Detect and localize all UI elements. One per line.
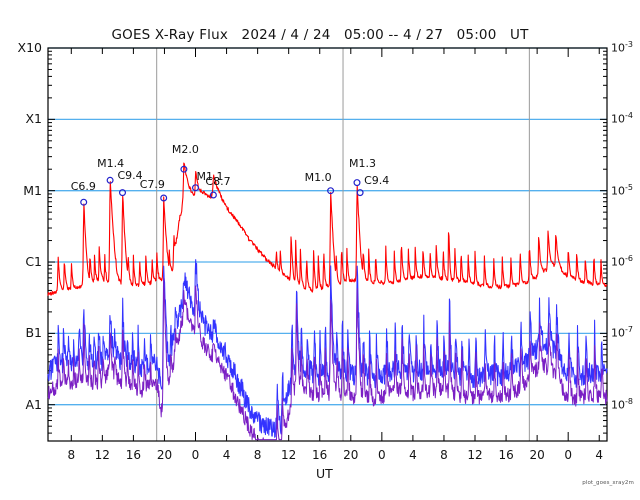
flare-label-m1-0-7: M1.0 xyxy=(304,170,332,184)
y-axis-exponent: -7 xyxy=(625,325,633,335)
flare-marker xyxy=(180,165,188,173)
y-axis-label-left-x10: X10 xyxy=(17,40,42,55)
x-axis-title: UT xyxy=(316,466,333,481)
x-axis-tick-label: 20 xyxy=(156,448,173,462)
flare-label-m1-3-8: M1.3 xyxy=(349,156,376,170)
x-axis-tick-label: 12 xyxy=(94,448,110,462)
flare-marker xyxy=(209,191,217,199)
x-axis-tick-label: 20 xyxy=(529,448,545,462)
y-axis-label-left-m1: M1 xyxy=(23,182,42,198)
flare-marker xyxy=(106,176,114,184)
x-axis-tick-label: 8 xyxy=(67,448,76,462)
flare-marker xyxy=(327,187,335,195)
short-channel-trace xyxy=(47,259,608,438)
x-axis-tick-label: 0 xyxy=(377,448,386,462)
x-axis-tick-label: 4 xyxy=(595,448,603,462)
x-axis-tick-label: 16 xyxy=(498,448,514,462)
x-axis-tick-label: 16 xyxy=(125,448,142,462)
x-axis-tick-label: 8 xyxy=(440,448,448,462)
y-axis-label-right-10e-7: 10-7 xyxy=(611,325,633,340)
flare-label-m1-1-5: M1.1 xyxy=(196,169,224,183)
x-axis-tick-label: 16 xyxy=(312,448,328,462)
y-axis-mantissa: 10 xyxy=(611,112,625,126)
y-axis-exponent: -6 xyxy=(625,254,633,263)
y-axis-label-left-b1: B1 xyxy=(25,325,42,341)
x-axis-tick-label: 8 xyxy=(253,448,262,462)
flare-marker xyxy=(192,184,200,192)
x-axis-tick-label: 4 xyxy=(222,448,231,462)
y-axis-exponent: -4 xyxy=(625,111,633,121)
y-axis-mantissa: 10 xyxy=(611,41,625,55)
y-axis-mantissa: 10 xyxy=(611,398,625,412)
y-axis-label-right-10e-8: 10-8 xyxy=(611,397,633,412)
flare-label-m1-4-1: M1.4 xyxy=(97,157,125,171)
y-axis-mantissa: 10 xyxy=(611,327,625,341)
flare-label-c9-4-9: C9.4 xyxy=(364,173,390,187)
watermark-label: plot_goes_xray2m xyxy=(582,480,634,486)
flare-label-m2-0-4: M2.0 xyxy=(171,143,199,157)
flare-marker xyxy=(356,189,364,197)
flare-label-c8-7-6: C8.7 xyxy=(205,175,231,188)
plot-frame xyxy=(47,47,608,442)
y-axis-mantissa: 10 xyxy=(611,184,625,198)
y-axis-label-left-x1: X1 xyxy=(25,111,42,127)
flare-marker xyxy=(118,189,126,197)
y-axis-mantissa: 10 xyxy=(611,255,625,269)
flare-marker xyxy=(353,179,361,187)
flare-label-c7-9-3: C7.9 xyxy=(139,178,165,191)
flare-marker xyxy=(80,198,88,206)
flare-marker xyxy=(160,194,168,202)
x-axis-tick-label: 20 xyxy=(343,448,359,462)
x-axis-tick-label: 0 xyxy=(191,448,200,462)
y-axis-label-right-10e-5: 10-5 xyxy=(611,183,633,198)
x-axis-tick-label: 12 xyxy=(281,448,297,462)
y-axis-label-right-10e-6: 10-6 xyxy=(611,254,633,269)
x-axis-tick-label: 0 xyxy=(564,448,572,462)
flare-label-c6-9-0: C6.9 xyxy=(70,180,96,194)
y-axis-exponent: -3 xyxy=(625,40,633,49)
flare-label-c9-4-2: C9.4 xyxy=(117,168,143,182)
y-axis-exponent: -8 xyxy=(625,396,633,406)
y-axis-label-left-a1: A1 xyxy=(25,396,42,412)
y-axis-label-right-10e-4: 10-4 xyxy=(611,111,633,126)
short-channel-background-trace xyxy=(47,277,608,441)
y-axis-label-left-c1: C1 xyxy=(25,254,42,269)
page-title: GOES X-Ray Flux 2024 / 4 / 24 05:00 -- 4… xyxy=(111,27,529,43)
y-axis-exponent: -5 xyxy=(625,182,633,192)
x-axis-tick-label: 12 xyxy=(467,448,483,462)
long-channel-trace xyxy=(47,162,608,296)
y-axis-label-right-10e-3: 10-3 xyxy=(611,40,633,55)
x-axis-tick-label: 4 xyxy=(409,448,417,462)
